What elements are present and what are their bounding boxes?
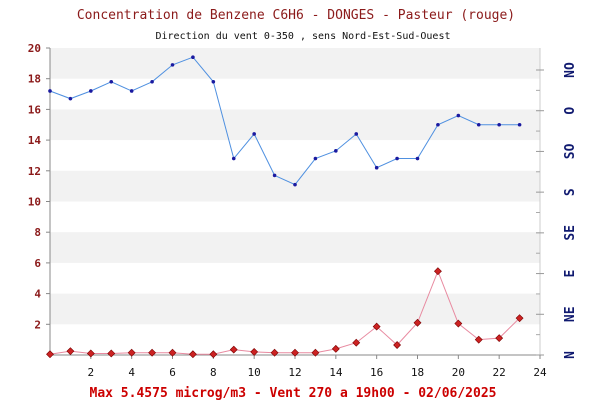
benzene-point: [188, 350, 197, 359]
benzene-point: [311, 348, 320, 357]
benzene-point: [66, 347, 75, 356]
x-axis-ticks: 2 4 6 8 10 12 14 16 18 20 22 24: [88, 355, 547, 379]
benzene-point: [86, 349, 95, 358]
benzene-point: [250, 348, 259, 356]
right-tick-label: O: [563, 107, 578, 115]
chart-footer: Max 5.4575 microg/m3 - Vent 270 a 19h00 …: [90, 386, 497, 400]
grid-band: [50, 109, 540, 141]
chart-title: Concentration de Benzene C6H6 - DONGES -…: [77, 8, 515, 23]
x-tick-label: 14: [329, 366, 343, 379]
wind-direction-point: [476, 122, 481, 127]
wind-direction-point: [497, 122, 501, 127]
benzene-point: [331, 344, 340, 353]
wind-direction-point: [191, 55, 195, 60]
right-tick-label: SE: [563, 225, 578, 241]
wind-direction-point: [109, 79, 114, 84]
wind-direction-point: [517, 122, 522, 127]
x-tick-label: 22: [493, 366, 506, 379]
y-axis-ticks: 2 4 6 8 10 12 14 16 18 20: [28, 42, 50, 331]
y-tick-label: 16: [28, 103, 42, 116]
wind-direction-point: [395, 156, 399, 161]
wind-direction-point: [129, 89, 134, 93]
wind-direction-point: [354, 132, 359, 136]
benzene-point: [352, 338, 361, 347]
benzene-point: [474, 335, 483, 344]
x-tick-label: 16: [370, 366, 383, 379]
y-tick-label: 12: [28, 165, 41, 178]
benzene-point: [515, 314, 524, 323]
x-tick-label: 8: [210, 366, 217, 379]
benzene-point: [148, 348, 157, 357]
benzene-point: [413, 318, 422, 327]
wind-direction-point: [150, 79, 154, 84]
x-tick-label: 4: [128, 366, 135, 379]
benzene-point: [127, 348, 136, 357]
x-tick-label: 18: [411, 366, 424, 379]
x-tick-label: 10: [248, 366, 261, 379]
right-axis-ticks: N NE E SE S SO O NO: [536, 62, 578, 359]
wind-direction-point: [48, 89, 52, 93]
wind-direction-point: [170, 63, 175, 67]
right-tick-label: S: [563, 188, 578, 196]
right-tick-label: NE: [563, 306, 578, 322]
x-tick-label: 2: [88, 366, 95, 379]
y-tick-label: 4: [34, 288, 41, 301]
right-tick-label: E: [563, 270, 578, 278]
benzene-point: [393, 341, 402, 349]
wind-direction-point: [293, 182, 297, 187]
grid-band: [50, 48, 540, 79]
wind-direction-point: [252, 132, 256, 136]
right-tick-label: NO: [563, 62, 578, 78]
wind-direction-point: [231, 156, 236, 161]
benzene-point: [229, 345, 238, 354]
wind-direction-point: [436, 122, 440, 127]
x-tick-label: 12: [288, 366, 301, 379]
y-tick-label: 6: [34, 257, 41, 270]
wind-direction-point: [374, 165, 379, 170]
x-tick-label: 24: [533, 366, 547, 379]
y-tick-label: 8: [34, 226, 41, 239]
benzene-point: [454, 319, 463, 328]
wind-direction-line: [49, 56, 520, 186]
wind-direction-point: [89, 89, 93, 93]
benzene-point: [433, 267, 442, 276]
right-tick-label: SO: [563, 143, 578, 159]
wind-direction-point: [313, 156, 318, 161]
y-tick-label: 20: [28, 42, 41, 55]
y-tick-label: 2: [34, 318, 41, 331]
benzene-point: [372, 322, 381, 331]
wind-direction-point: [272, 173, 277, 178]
benzene-point: [291, 348, 299, 357]
benzene-point: [270, 348, 279, 357]
chart-subtitle: Direction du vent 0-350 , sens Nord-Est-…: [155, 31, 450, 42]
benzene-point: [168, 348, 177, 357]
y-tick-label: 18: [28, 73, 41, 86]
wind-direction-point: [415, 156, 420, 161]
grid-band: [50, 232, 540, 263]
wind-direction-point: [211, 79, 216, 84]
wind-direction-point: [68, 96, 73, 101]
x-tick-label: 6: [169, 366, 176, 379]
right-tick-label: N: [563, 351, 578, 359]
benzene-point: [209, 350, 218, 359]
y-tick-label: 10: [28, 196, 41, 209]
y-tick-label: 14: [28, 134, 42, 147]
wind-direction-point: [456, 113, 461, 118]
benzene-point: [107, 349, 116, 358]
grid-band: [50, 293, 540, 325]
wind-direction-point: [334, 149, 338, 153]
x-tick-label: 20: [452, 366, 465, 379]
benzene-point: [495, 334, 504, 343]
benzene-point: [46, 350, 54, 359]
series-layer: [46, 55, 524, 359]
